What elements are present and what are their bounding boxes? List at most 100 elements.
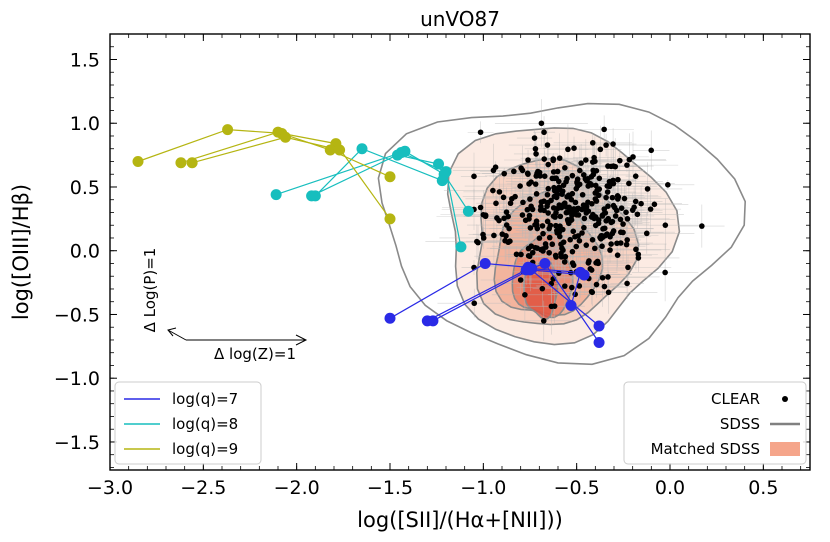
clear-point: [550, 205, 557, 211]
clear-point: [493, 200, 499, 207]
clear-point: [574, 180, 580, 186]
clear-point: [505, 239, 512, 246]
x-tick-label: 0.0: [655, 477, 685, 499]
clear-point: [542, 241, 549, 247]
clear-point: [540, 318, 547, 324]
model-track-line: [432, 267, 582, 322]
x-tick-label: −3.0: [87, 477, 133, 499]
y-tick-label: 1.5: [70, 49, 100, 71]
clear-point: [551, 187, 558, 194]
clear-point: [552, 214, 558, 220]
y-tick-label: −0.5: [54, 304, 100, 326]
x-axis-label: log([SII]/(Hα+[NII])): [357, 508, 563, 532]
legend-patch-swatch: [770, 442, 800, 456]
clear-point: [567, 236, 573, 243]
clear-point: [592, 245, 598, 252]
clear-point: [595, 260, 601, 267]
clear-point: [536, 235, 543, 241]
clear-point: [541, 173, 548, 179]
clear-point: [596, 186, 603, 192]
clear-point: [541, 129, 547, 136]
clear-point: [617, 157, 623, 164]
legend-label: log(q)=7: [172, 390, 238, 408]
y-tick-label: 0.5: [70, 177, 100, 199]
clear-point: [546, 225, 552, 232]
clear-point: [533, 191, 540, 197]
clear-point: [471, 300, 478, 307]
clear-point: [499, 231, 506, 237]
clear-point: [540, 230, 546, 237]
clear-point: [601, 206, 608, 212]
clear-point: [507, 200, 514, 207]
clear-point: [620, 229, 626, 236]
clear-point: [471, 173, 477, 180]
model-grid-point: [578, 269, 590, 281]
clear-point: [603, 194, 609, 201]
clear-point: [605, 274, 611, 280]
clear-point: [608, 163, 614, 170]
clear-point: [587, 266, 594, 272]
clear-point: [583, 242, 590, 248]
model-grid-point: [222, 124, 234, 136]
y-tick-label: −1.5: [54, 432, 100, 454]
clear-point: [531, 135, 538, 141]
clear-point: [534, 225, 541, 232]
clear-point: [538, 203, 544, 210]
clear-points: [471, 120, 705, 324]
clear-point: [589, 289, 596, 296]
x-tick-label: −1.0: [460, 477, 506, 499]
model-grid-point: [270, 189, 282, 201]
clear-point: [474, 238, 480, 245]
clear-point: [569, 284, 575, 291]
clear-point: [525, 245, 532, 252]
model-grid-point: [524, 264, 536, 276]
clear-point: [599, 274, 606, 281]
clear-point: [560, 182, 567, 189]
model-grid-point: [433, 158, 445, 170]
legend-label: Matched SDSS: [651, 440, 760, 458]
clear-point: [546, 249, 552, 256]
model-grid-point: [539, 257, 551, 269]
clear-point: [579, 230, 585, 236]
clear-point: [635, 251, 642, 258]
clear-point: [541, 156, 548, 162]
model-grid-point: [279, 131, 291, 143]
clear-point: [500, 194, 507, 201]
model-grid-point: [186, 157, 198, 169]
clear-point: [545, 210, 551, 216]
clear-point: [630, 154, 636, 160]
clear-point: [662, 269, 668, 276]
legend-label: SDSS: [720, 415, 760, 433]
clear-point: [566, 204, 572, 211]
clear-point: [539, 285, 546, 292]
clear-point: [564, 193, 570, 200]
clear-point: [597, 234, 603, 241]
clear-point: [617, 216, 624, 223]
clear-point: [615, 194, 622, 200]
clear-point: [533, 173, 540, 179]
clear-point: [600, 226, 606, 232]
clear-point: [583, 203, 590, 210]
clear-point: [610, 202, 617, 209]
clear-point: [572, 199, 579, 206]
clear-point: [604, 189, 611, 195]
clear-point: [565, 146, 571, 153]
clear-point: [524, 170, 531, 177]
model-grid-point: [479, 257, 491, 269]
clear-point: [496, 217, 502, 224]
legend-label: log(q)=9: [172, 440, 238, 458]
clear-point: [569, 190, 576, 197]
legend-label: log(q)=8: [172, 415, 238, 433]
clear-point: [590, 167, 597, 174]
delta-p-arrow-line: [167, 329, 187, 341]
clear-point: [589, 237, 596, 243]
clear-point: [549, 175, 556, 182]
clear-point: [491, 232, 497, 239]
clear-point: [569, 248, 576, 255]
clear-point: [576, 283, 583, 289]
legend-datasets: CLEAR SDSS Matched SDSS: [623, 381, 807, 465]
clear-point: [518, 251, 524, 258]
legend-box: [623, 381, 807, 465]
clear-point: [527, 196, 533, 202]
clear-point: [662, 222, 669, 228]
